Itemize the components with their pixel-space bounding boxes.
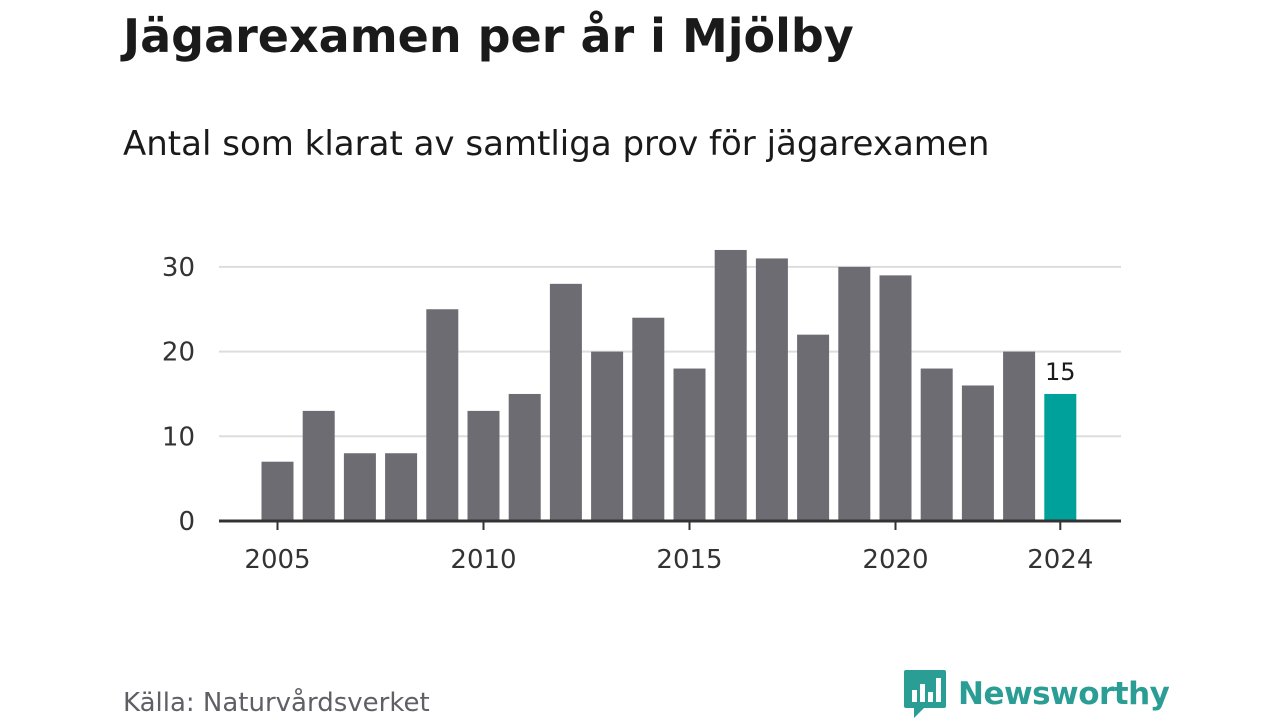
y-tick-label-0: 0	[178, 507, 195, 537]
x-tick-label-2015: 2015	[656, 545, 722, 575]
x-axis-ticks: 2005 2010 2015 2020 2024	[219, 519, 1121, 575]
y-tick-label-10: 10	[162, 422, 195, 452]
bar-2012	[549, 283, 582, 521]
bar-2024	[1044, 393, 1077, 521]
bar-2005	[261, 461, 294, 521]
bar-2013	[591, 351, 624, 521]
bar-2011	[508, 393, 541, 521]
bar-2017	[755, 258, 788, 521]
bar-2021	[920, 368, 953, 521]
x-tick-label-2010: 2010	[450, 545, 516, 575]
source-note: Källa: Naturvårdsverket	[123, 688, 430, 718]
y-tick-label-30: 30	[162, 253, 195, 283]
chart-title: Jägarexamen per år i Mjölby	[123, 9, 854, 63]
bar-2023	[1003, 351, 1036, 521]
bar-chart-speech-bubble-icon	[904, 670, 946, 718]
bar-2010	[467, 410, 500, 521]
bar-2007	[343, 453, 376, 521]
x-tick-label-2020: 2020	[862, 545, 928, 575]
bar-2006	[302, 410, 335, 521]
bars	[261, 249, 1077, 521]
brand-logo: Newsworthy	[902, 668, 1170, 720]
bar-2008	[385, 453, 418, 521]
bar-2020	[879, 275, 912, 521]
bar-2009	[426, 309, 459, 521]
brand-name: Newsworthy	[958, 676, 1170, 712]
bar-2015	[673, 368, 706, 521]
chart-subtitle: Antal som klarat av samtliga prov för jä…	[123, 124, 990, 164]
bar-2016	[714, 249, 747, 521]
y-axis-ticks: 0 10 20 30	[162, 253, 195, 537]
y-tick-label-20: 20	[162, 338, 195, 368]
data-labels: 15	[1045, 358, 1076, 386]
data-label-2024: 15	[1045, 358, 1076, 386]
bar-2014	[632, 317, 665, 521]
bar-2018	[797, 334, 830, 521]
x-tick-label-2024: 2024	[1027, 545, 1093, 575]
bar-2022	[961, 385, 994, 521]
bar-2019	[838, 266, 871, 521]
x-tick-label-2005: 2005	[244, 545, 310, 575]
